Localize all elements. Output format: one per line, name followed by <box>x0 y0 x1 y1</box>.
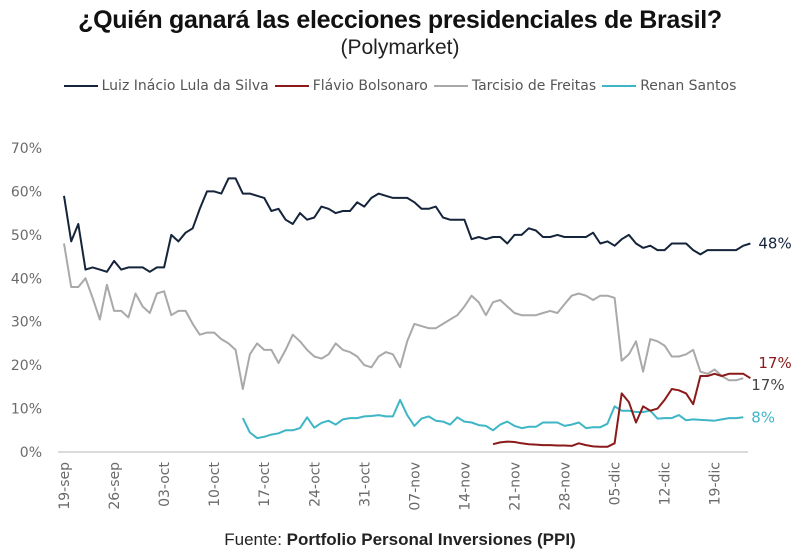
legend-swatch <box>433 85 468 87</box>
end-value-label: 48% <box>758 235 791 253</box>
series-line-luiz-in-cio-lula-da-silva <box>63 177 751 273</box>
x-tick-label: 28-nov <box>558 462 574 511</box>
x-tick-label: 14-nov <box>457 462 473 511</box>
y-tick-label: 70% <box>11 141 42 157</box>
y-tick-label: 50% <box>11 228 42 244</box>
series-line-fl-vio-bolsonaro <box>492 372 751 448</box>
y-tick-label: 30% <box>11 315 42 331</box>
x-tick-label: 19-dic <box>708 462 724 505</box>
series-line-renan-santos <box>241 398 744 440</box>
legend-item: Flávio Bolsonaro <box>274 78 428 94</box>
x-tick-label: 21-nov <box>507 462 523 511</box>
source-note: Fuente: Portfolio Personal Inversiones (… <box>0 530 800 550</box>
y-tick-label: 40% <box>11 271 42 287</box>
legend-label: Tarcisio de Freitas <box>471 78 597 94</box>
legend-label: Luiz Inácio Lula da Silva <box>101 78 269 94</box>
end-value-label: 8% <box>751 408 775 426</box>
legend-label: Flávio Bolsonaro <box>312 78 428 94</box>
x-tick-label: 12-dic <box>658 462 674 505</box>
x-tick-label: 26-sep <box>107 462 123 510</box>
legend-label: Renan Santos <box>640 78 737 94</box>
legend-item: Tarcisio de Freitas <box>433 78 597 94</box>
y-tick-label: 10% <box>11 402 42 418</box>
x-tick-label: 07-nov <box>407 462 423 511</box>
x-tick-label: 17-oct <box>257 462 273 507</box>
x-tick-label: 05-dic <box>608 462 624 505</box>
legend-swatch <box>274 85 309 87</box>
y-tick-label: 0% <box>20 445 42 461</box>
x-tick-label: 31-oct <box>357 462 373 507</box>
source-prefix: Fuente: <box>224 530 287 549</box>
x-tick-label: 19-sep <box>57 462 73 510</box>
series-line-tarcisio-de-freitas <box>63 243 744 390</box>
legend-item: Renan Santos <box>602 78 736 94</box>
end-value-label: 17% <box>751 376 784 394</box>
x-tick-label: 10-oct <box>207 462 223 507</box>
x-tick-label: 24-oct <box>307 462 323 507</box>
chart-title: ¿Quién ganará las elecciones presidencia… <box>78 6 722 34</box>
y-tick-label: 20% <box>11 358 42 374</box>
y-tick-label: 60% <box>11 184 42 200</box>
chart-subtitle: (Polymarket) <box>340 36 460 59</box>
end-value-label: 17% <box>758 354 791 372</box>
legend-swatch <box>602 85 637 87</box>
legend: Luiz Inácio Lula da Silva Flávio Bolsonar… <box>0 78 800 94</box>
legend-swatch <box>63 85 98 87</box>
source-name: Portfolio Personal Inversiones (PPI) <box>286 530 576 549</box>
legend-item: Luiz Inácio Lula da Silva <box>63 78 269 94</box>
x-tick-label: 03-oct <box>157 462 173 507</box>
